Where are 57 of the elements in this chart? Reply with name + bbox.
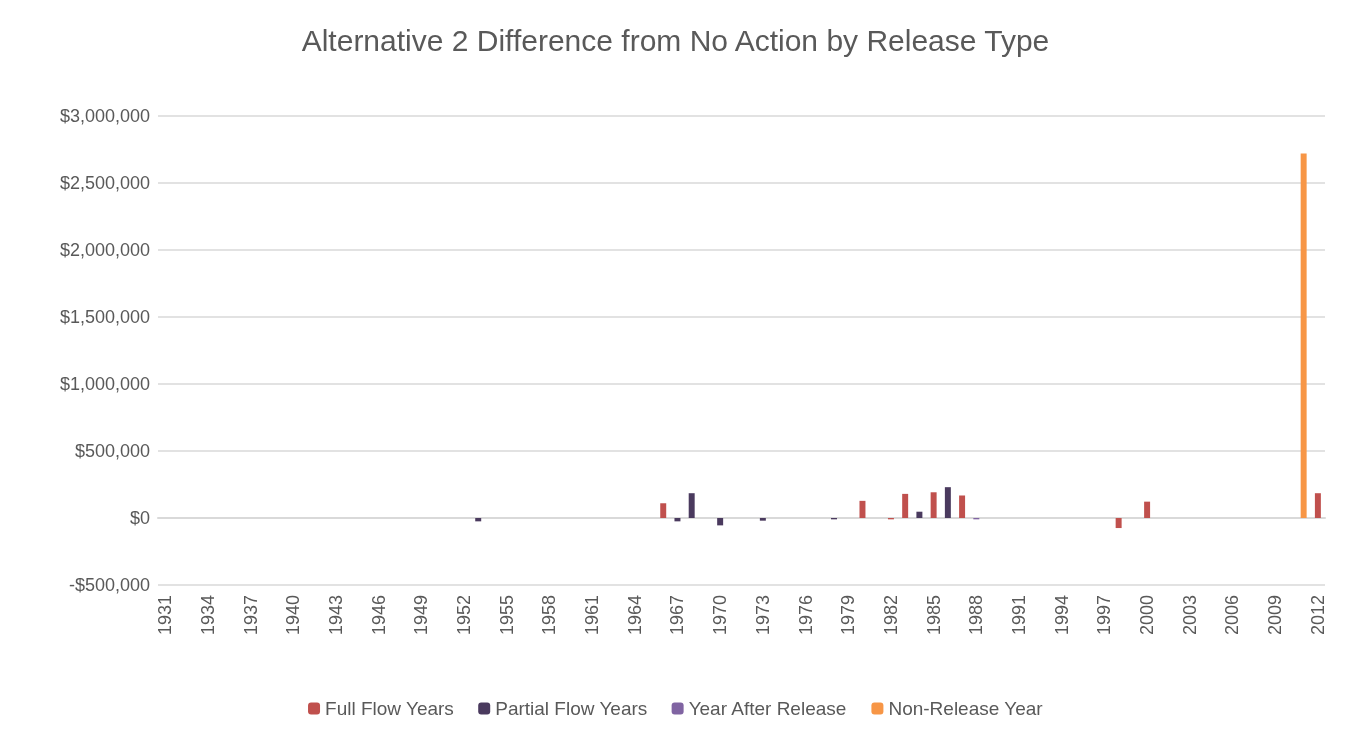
x-tick-label: 1958 <box>539 595 560 636</box>
bar <box>674 518 681 522</box>
y-tick-label: -$500,000 <box>68 575 150 595</box>
y-tick-label: $3,000,000 <box>59 106 150 126</box>
y-tick-label: $1,000,000 <box>59 374 150 394</box>
y-tick-label: $2,500,000 <box>59 173 150 193</box>
x-tick-label: 1997 <box>1094 595 1115 636</box>
x-tick-label: 1937 <box>240 595 261 636</box>
bar <box>759 518 766 521</box>
x-tick-label: 1973 <box>752 595 773 636</box>
bar <box>1115 518 1122 529</box>
bar <box>930 492 937 518</box>
bar <box>1144 501 1151 518</box>
bar <box>859 500 866 518</box>
y-tick-label: $1,500,000 <box>59 307 150 327</box>
x-tick-label: 1985 <box>923 595 944 636</box>
x-tick-label: 1988 <box>966 595 987 636</box>
bar <box>902 493 909 518</box>
bar <box>944 487 951 518</box>
legend-label: Non-Release Year <box>888 698 1044 719</box>
bar <box>660 503 667 518</box>
bar <box>475 518 482 522</box>
x-tick-label: 1931 <box>155 595 176 636</box>
x-tick-label: 2000 <box>1137 595 1158 636</box>
x-tick-label: 1991 <box>1009 595 1030 636</box>
bar <box>717 518 724 526</box>
bar <box>688 493 695 518</box>
x-tick-label: 1946 <box>368 595 389 636</box>
chart-title: Alternative 2 Difference from No Action by Release Type <box>301 23 1050 57</box>
x-tick-label: 1970 <box>710 595 731 636</box>
x-tick-label: 1961 <box>582 595 603 636</box>
x-tick-label: 2003 <box>1179 595 1200 636</box>
x-tick-label: 2006 <box>1222 595 1243 636</box>
x-tick-label: 1943 <box>325 595 346 636</box>
x-tick-label: 1982 <box>880 595 901 636</box>
x-tick-label: 1976 <box>795 595 816 636</box>
x-tick-label: 1952 <box>453 595 474 636</box>
x-tick-label: 1979 <box>838 595 859 636</box>
x-tick-label: 1994 <box>1051 595 1072 636</box>
x-tick-label: 1934 <box>197 595 218 636</box>
x-tick-label: 2009 <box>1265 595 1286 636</box>
y-tick-label: $2,000,000 <box>59 240 150 260</box>
legend-label: Year After Release <box>688 698 847 719</box>
x-tick-label: 1955 <box>496 595 517 636</box>
y-tick-label: $500,000 <box>74 441 150 461</box>
bar <box>1314 493 1321 518</box>
x-tick-label: 1940 <box>283 595 304 636</box>
y-tick-label: $0 <box>129 508 150 528</box>
bar <box>916 511 923 518</box>
x-tick-label: 1949 <box>411 595 432 636</box>
bar <box>1300 153 1307 518</box>
bar <box>959 495 966 518</box>
legend-label: Partial Flow Years <box>495 698 648 719</box>
legend-label: Full Flow Years <box>325 698 454 719</box>
x-tick-label: 1967 <box>667 595 688 636</box>
x-tick-label: 1964 <box>624 595 645 636</box>
x-tick-label: 2012 <box>1307 595 1328 636</box>
